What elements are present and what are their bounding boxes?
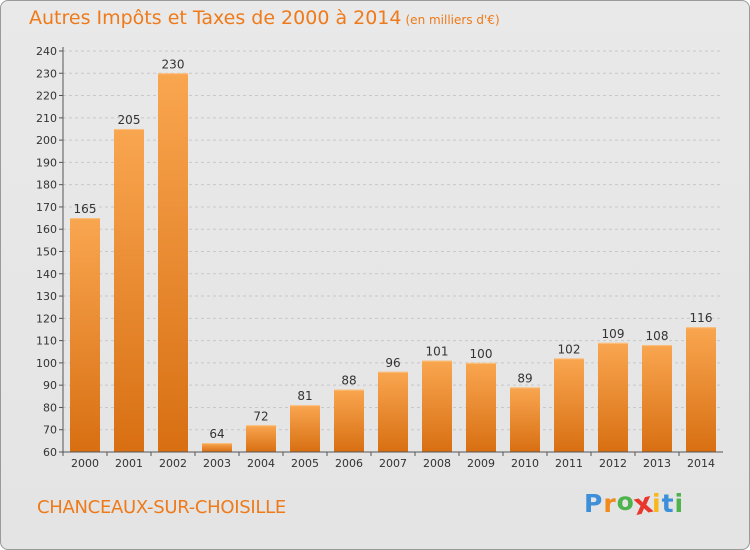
axes: [62, 47, 723, 453]
x-tick-label: 2011: [555, 457, 583, 470]
y-axis-ticks: 60 70 80 90 100 110 120 130 140 150 160 170 180 190 20…: [36, 45, 63, 459]
x-tick-label: 2006: [335, 457, 363, 470]
y-tick-label: 220: [36, 90, 57, 103]
bar: [158, 73, 188, 453]
x-tick-label: 2012: [599, 457, 627, 470]
bar: [686, 327, 716, 452]
city-name: CHANCEAUX-SUR-CHOISILLE: [37, 497, 286, 518]
data-label: 72: [253, 409, 268, 423]
y-tick-label: 240: [36, 45, 57, 58]
logo-letter: o: [616, 487, 635, 516]
data-label: 102: [558, 342, 581, 356]
data-label: 230: [162, 57, 185, 71]
bars: 165 205 230 64 72 81 88 96 101 100 89 102 109 108 116: [70, 57, 716, 453]
chart-title-text: Autres Impôts et Taxes de 2000 à 2014: [29, 7, 402, 29]
x-tick-label: 2005: [291, 457, 319, 470]
data-label: 64: [209, 427, 224, 441]
y-tick-label: 100: [36, 357, 57, 370]
x-tick-label: 2003: [203, 457, 231, 470]
data-label: 205: [118, 113, 141, 127]
x-tick-label: 2013: [643, 457, 671, 470]
y-tick-label: 60: [43, 446, 57, 459]
y-tick-label: 120: [36, 312, 57, 325]
x-axis-ticks: 2000 2001 2002 2003 2004 2005 2006 2007 2008 2009…: [62, 452, 715, 470]
y-tick-label: 200: [36, 134, 57, 147]
data-label: 88: [341, 374, 356, 388]
x-tick-label: 2014: [687, 457, 715, 470]
x-tick-label: 2000: [71, 457, 99, 470]
x-tick-label: 2007: [379, 457, 407, 470]
data-label: 100: [470, 347, 493, 361]
data-label: 101: [426, 345, 449, 359]
y-tick-label: 90: [43, 379, 57, 392]
logo-letter: r: [603, 489, 617, 518]
chart-title: Autres Impôts et Taxes de 2000 à 2014 (en…: [29, 7, 500, 29]
y-tick-label: 170: [36, 201, 57, 214]
y-tick-label: 80: [43, 401, 57, 414]
bar: [70, 218, 100, 452]
bar: [334, 389, 364, 452]
bar: [598, 342, 628, 452]
data-label: 96: [385, 356, 400, 370]
x-tick-label: 2004: [247, 457, 275, 470]
data-label: 108: [646, 329, 669, 343]
logo-letter: t: [661, 489, 675, 518]
data-label: 109: [602, 327, 625, 341]
bar: [642, 345, 672, 452]
y-tick-label: 210: [36, 112, 57, 125]
y-tick-label: 180: [36, 179, 57, 192]
chart-unit: (en milliers d'€): [405, 13, 500, 27]
y-tick-label: 230: [36, 67, 57, 80]
bar: [510, 387, 540, 452]
x-tick-label: 2010: [511, 457, 539, 470]
y-tick-label: 110: [36, 335, 57, 348]
x-tick-label: 2001: [115, 457, 143, 470]
bar: [466, 362, 496, 452]
y-tick-label: 150: [36, 246, 57, 259]
bar: [246, 425, 276, 452]
logo-letter: i: [652, 489, 662, 518]
x-tick-label: 2002: [159, 457, 187, 470]
data-label: 89: [517, 371, 532, 385]
y-tick-label: 130: [36, 290, 57, 303]
bar: [378, 371, 408, 452]
y-tick-label: 70: [43, 424, 57, 437]
bar: [422, 360, 452, 452]
bar: [554, 358, 584, 452]
bar: [114, 128, 144, 452]
data-label: 81: [297, 389, 312, 403]
data-label: 165: [74, 202, 97, 216]
y-tick-label: 140: [36, 268, 57, 281]
x-tick-label: 2009: [467, 457, 495, 470]
data-label: 116: [690, 311, 713, 325]
bar: [290, 405, 320, 452]
y-tick-label: 160: [36, 223, 57, 236]
y-tick-label: 190: [36, 156, 57, 169]
logo-letter: P: [584, 489, 604, 518]
logo-letter: i: [674, 489, 685, 518]
proxiti-logo: Proxiti: [584, 485, 685, 522]
x-tick-label: 2008: [423, 457, 451, 470]
bar: [202, 443, 232, 452]
